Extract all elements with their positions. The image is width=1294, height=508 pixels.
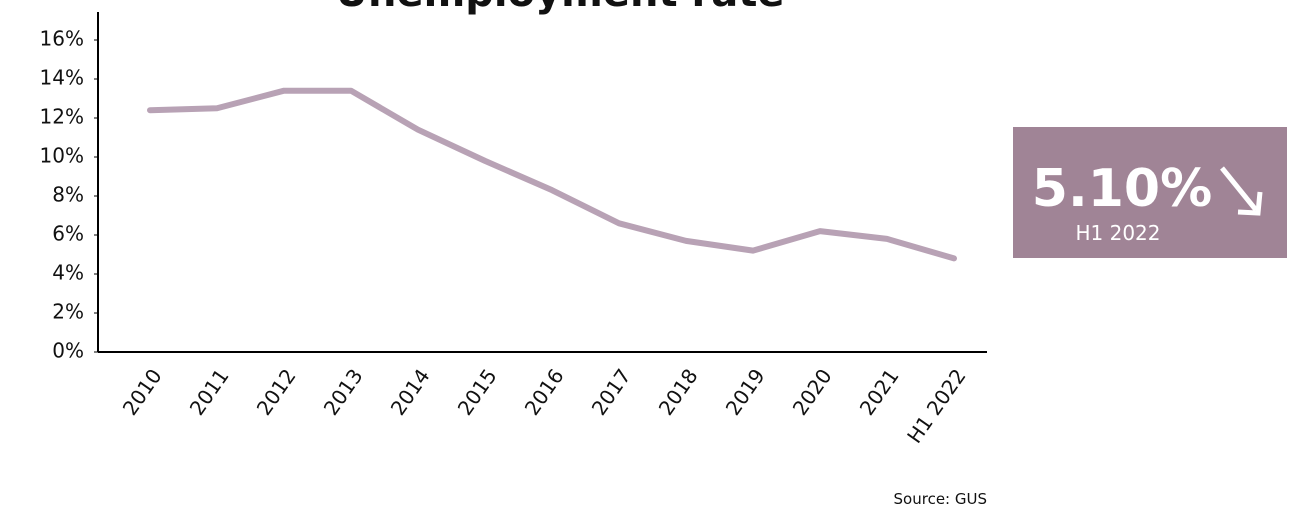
y-tick-label: 10% [40, 144, 84, 168]
chart-title: Unemployment rate [336, 0, 785, 16]
x-tick-label: 2012 [252, 364, 301, 419]
x-tick-label: 2014 [386, 364, 435, 419]
x-tick-label: 2013 [319, 364, 368, 419]
y-tick-label: 12% [40, 105, 84, 129]
callout-arrow [1220, 166, 1263, 216]
y-tick-label: 6% [52, 222, 84, 246]
y-tick-label: 8% [52, 183, 84, 207]
x-tick-label: 2011 [185, 364, 234, 419]
x-tick-label: 2017 [587, 364, 636, 419]
x-tick-label: 2015 [453, 364, 502, 419]
x-tick-label: 2021 [855, 364, 904, 419]
y-tick-label: 16% [40, 27, 84, 51]
data-line [147, 87, 957, 262]
y-tick-label: 4% [52, 261, 84, 285]
x-tick-label: 2019 [721, 364, 770, 419]
x-tick-label: H1 2022 [902, 364, 970, 447]
source-note: Source: GUS [894, 490, 987, 508]
y-tick-label: 14% [40, 66, 84, 90]
x-tick-label: 2016 [520, 364, 569, 419]
y-tick-label: 2% [52, 300, 84, 324]
callout-period: H1 2022 [1075, 221, 1160, 245]
x-tick-label: 2018 [654, 364, 703, 419]
y-tick-label: 0% [52, 339, 84, 363]
x-tick-label: 2020 [788, 364, 837, 419]
x-tick-label: 2010 [118, 364, 167, 419]
callout-value: 5.10% [1032, 159, 1212, 219]
